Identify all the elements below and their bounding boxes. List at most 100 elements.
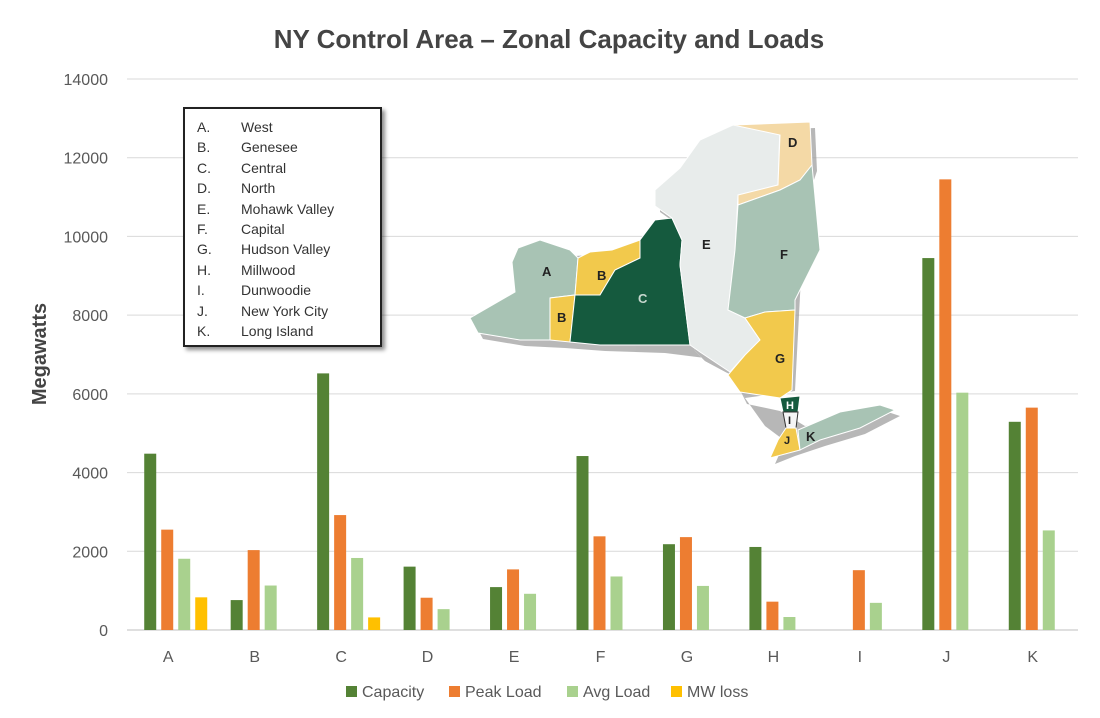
zone-key-name: Capital xyxy=(241,220,285,237)
map-label-j: J xyxy=(784,435,790,447)
zone-key-item: K. Long Island xyxy=(197,321,380,341)
y-tick-label: 4000 xyxy=(72,466,108,483)
map-label-g: G xyxy=(775,351,785,366)
bar-mw-loss-a xyxy=(195,597,208,630)
map-label-a: A xyxy=(542,264,552,279)
map-zone-f xyxy=(727,163,821,319)
bar-capacity-f xyxy=(576,456,589,630)
zone-key-letter: F. xyxy=(197,220,208,237)
map-label-d: D xyxy=(788,135,797,150)
zone-key-item: C. Central xyxy=(197,158,380,178)
bar-avg-load-g xyxy=(696,585,709,630)
zone-key-letter: G. xyxy=(197,241,212,258)
map-label-f: F xyxy=(780,247,788,262)
bar-capacity-k xyxy=(1008,421,1021,630)
y-tick-label: 0 xyxy=(99,623,108,640)
bar-capacity-a xyxy=(144,453,157,630)
x-tick-label: E xyxy=(509,649,520,666)
y-tick-label: 8000 xyxy=(72,308,108,325)
bar-capacity-j xyxy=(922,258,935,630)
bar-capacity-g xyxy=(662,544,675,630)
zone-key-item: F. Capital xyxy=(197,219,380,239)
x-tick-label: K xyxy=(1027,649,1038,666)
zone-key-name: Genesee xyxy=(241,139,298,156)
map-label-k: K xyxy=(806,429,816,444)
bar-avg-load-h xyxy=(783,617,796,630)
bar-capacity-h xyxy=(749,546,762,630)
bar-peak-load-c xyxy=(334,515,347,630)
zone-key-letter: A. xyxy=(197,119,211,135)
legend-label-peak-load: Peak Load xyxy=(465,684,542,701)
map-label-i: I xyxy=(788,415,791,427)
legend-swatch-capacity xyxy=(346,686,357,697)
x-tick-labels: A B C D E F G H I J K xyxy=(163,649,1039,666)
zone-key-item: D. North xyxy=(197,178,380,198)
x-tick-label: I xyxy=(858,649,862,666)
bar-avg-load-d xyxy=(437,609,450,630)
bar-peak-load-k xyxy=(1025,407,1038,630)
bar-avg-load-i xyxy=(869,602,882,630)
map-label-c: C xyxy=(638,291,648,306)
legend-swatch-mw-loss xyxy=(671,686,682,697)
bar-peak-load-a xyxy=(161,529,174,630)
x-tick-label: A xyxy=(163,649,174,666)
zone-key-letter: H. xyxy=(197,261,211,278)
bar-avg-load-j xyxy=(956,392,969,630)
map-label-e: E xyxy=(702,237,711,252)
y-tick-label: 10000 xyxy=(64,229,109,246)
x-tick-label: B xyxy=(249,649,260,666)
zone-key-item: E. Mohawk Valley xyxy=(197,199,380,219)
zone-key-letter: B. xyxy=(197,139,211,156)
zone-key-letter: D. xyxy=(197,180,211,197)
zone-key-item: H. Millwood xyxy=(197,260,380,280)
y-tick-label: 12000 xyxy=(64,151,109,168)
legend-swatch-avg-load xyxy=(567,686,578,697)
zone-key-item: I. Dunwoodie xyxy=(197,280,380,300)
bar-capacity-e xyxy=(490,587,503,630)
x-tick-label: G xyxy=(681,649,693,666)
zone-key-name: Long Island xyxy=(241,322,314,339)
x-tick-label: C xyxy=(335,649,347,666)
zone-key-letter: I. xyxy=(197,282,205,299)
zone-key-name: Mohawk Valley xyxy=(241,200,335,217)
x-tick-label: F xyxy=(596,649,606,666)
legend-label-capacity: Capacity xyxy=(362,684,424,701)
zone-key-letter: E. xyxy=(197,200,211,217)
zone-key-name: Millwood xyxy=(241,261,296,278)
map-label-h: H xyxy=(786,400,794,412)
zone-key-name: Hudson Valley xyxy=(241,241,331,258)
x-tick-label: J xyxy=(942,649,950,666)
bar-peak-load-h xyxy=(766,601,779,630)
bar-peak-load-i xyxy=(852,570,865,630)
bar-peak-load-e xyxy=(507,569,520,630)
zone-key-item: B. Genesee xyxy=(197,137,380,157)
zone-key-item: J. New York City xyxy=(197,301,380,321)
map-zone-j xyxy=(769,427,801,459)
zone-key-letter: C. xyxy=(197,159,211,176)
map-zone-k xyxy=(797,404,897,451)
x-tick-label: H xyxy=(768,649,780,666)
zone-key-letter: K. xyxy=(197,322,211,339)
legend-swatch-peak-load xyxy=(449,686,460,697)
legend-label-avg-load: Avg Load xyxy=(583,684,650,701)
y-tick-labels: 0 2000 4000 6000 8000 10000 12000 14000 xyxy=(64,72,109,640)
y-tick-label: 14000 xyxy=(64,72,109,89)
zone-key-name: New York City xyxy=(241,302,329,319)
zone-key-name: West xyxy=(241,119,273,135)
zone-key-item: A. West xyxy=(197,117,380,137)
zone-key-name: North xyxy=(241,180,276,197)
chart-title: NY Control Area – Zonal Capacity and Loa… xyxy=(274,24,824,54)
map-label-b: B xyxy=(557,310,566,325)
x-tick-label: D xyxy=(422,649,434,666)
bar-capacity-b xyxy=(230,600,243,630)
bar-capacity-d xyxy=(403,566,416,630)
bar-avg-load-c xyxy=(351,557,364,630)
bar-capacity-c xyxy=(317,373,330,630)
y-axis-label: Megawatts xyxy=(29,303,51,405)
bar-peak-load-d xyxy=(420,597,433,630)
bar-peak-load-j xyxy=(939,179,952,630)
bar-peak-load-g xyxy=(679,537,692,630)
zone-key-letter: J. xyxy=(197,302,208,319)
zone-key-name: Dunwoodie xyxy=(241,282,312,299)
